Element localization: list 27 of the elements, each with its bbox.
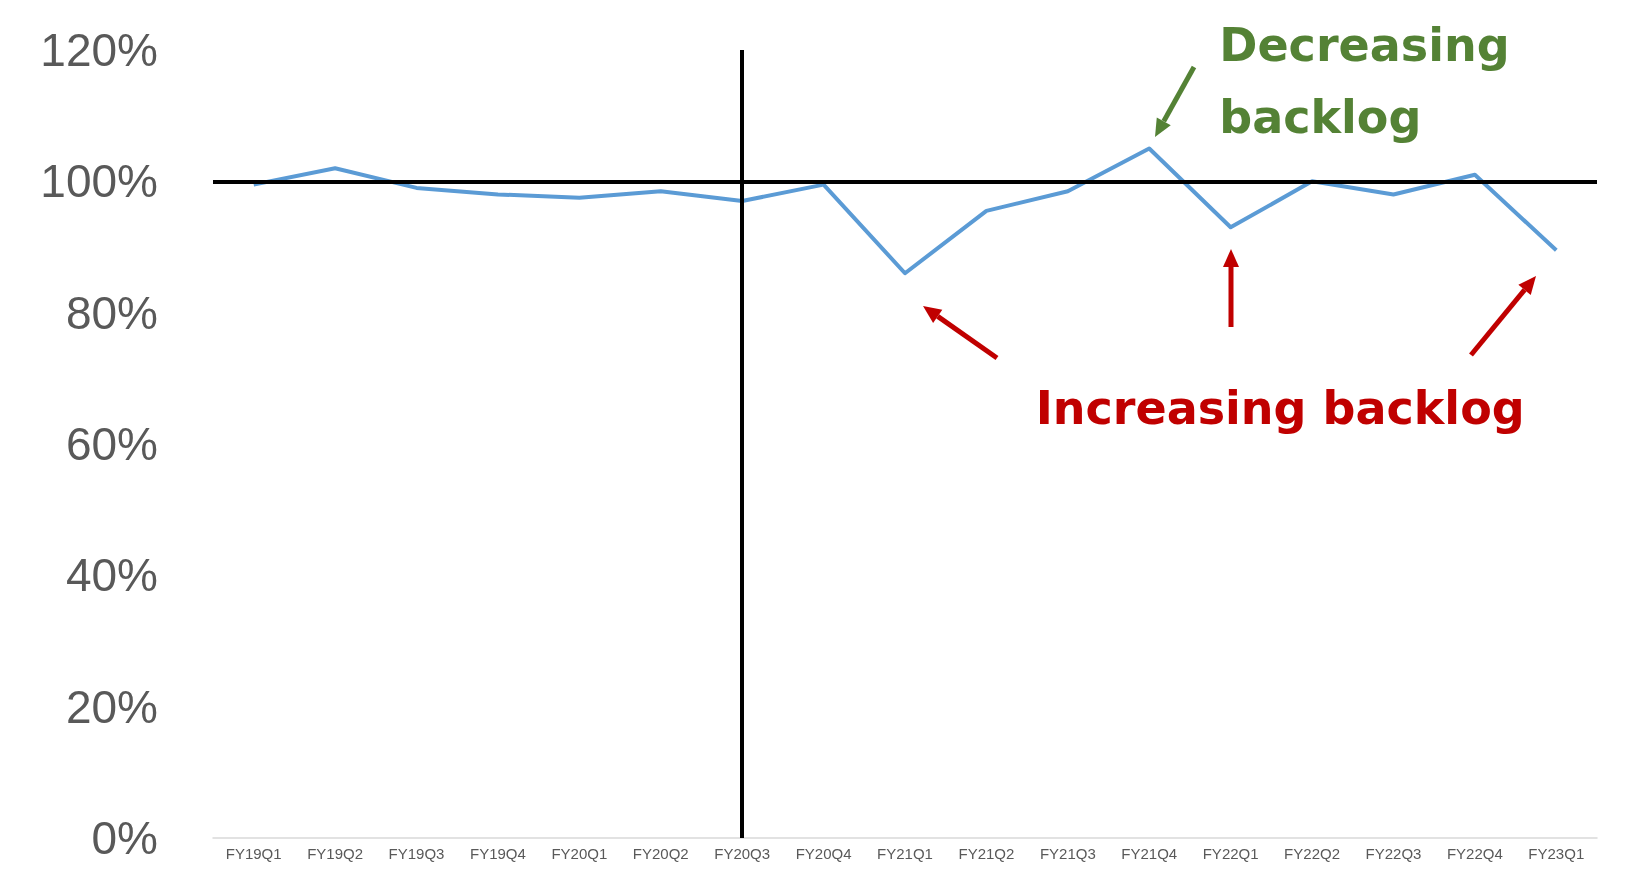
y-tick-label: 100% (40, 155, 158, 208)
x-tick-label: FY21Q4 (1121, 845, 1178, 862)
x-tick-label: FY19Q1 (225, 845, 282, 862)
line-series (251, 146, 1559, 276)
x-tick-label: FY20Q3 (714, 845, 771, 862)
x-tick-label: FY23Q1 (1528, 845, 1585, 862)
x-tick-label: FY22Q1 (1202, 845, 1259, 862)
x-tick-label: FY19Q2 (307, 845, 364, 862)
x-tick-label: FY22Q2 (1284, 845, 1340, 862)
x-tick-label: FY21Q1 (877, 845, 933, 862)
x-tick-label: FY22Q3 (1365, 845, 1422, 862)
annotation: Increasing backlog (1035, 380, 1526, 438)
y-tick-label: 60% (65, 418, 158, 470)
x-tick-label: FY21Q2 (958, 845, 1015, 862)
y-tick-label: 120% (40, 24, 158, 76)
x-tick-label: FY19Q4 (470, 845, 526, 862)
y-tick-label: 80% (65, 286, 158, 339)
x-tick-label: FY22Q4 (1446, 845, 1503, 862)
y-tick-label: 0% (91, 812, 158, 864)
x-tick-label: FY20Q2 (632, 845, 689, 862)
annotation: Decreasing backlog (1219, 16, 1511, 146)
x-tick-label: FY21Q3 (1039, 845, 1096, 862)
x-tick-label: FY20Q1 (551, 845, 608, 862)
y-tick-label: 40% (65, 549, 158, 602)
x-tick-label: FY20Q4 (795, 845, 852, 862)
y-tick-label: 20% (65, 680, 158, 733)
x-tick-label: FY19Q3 (388, 845, 445, 862)
